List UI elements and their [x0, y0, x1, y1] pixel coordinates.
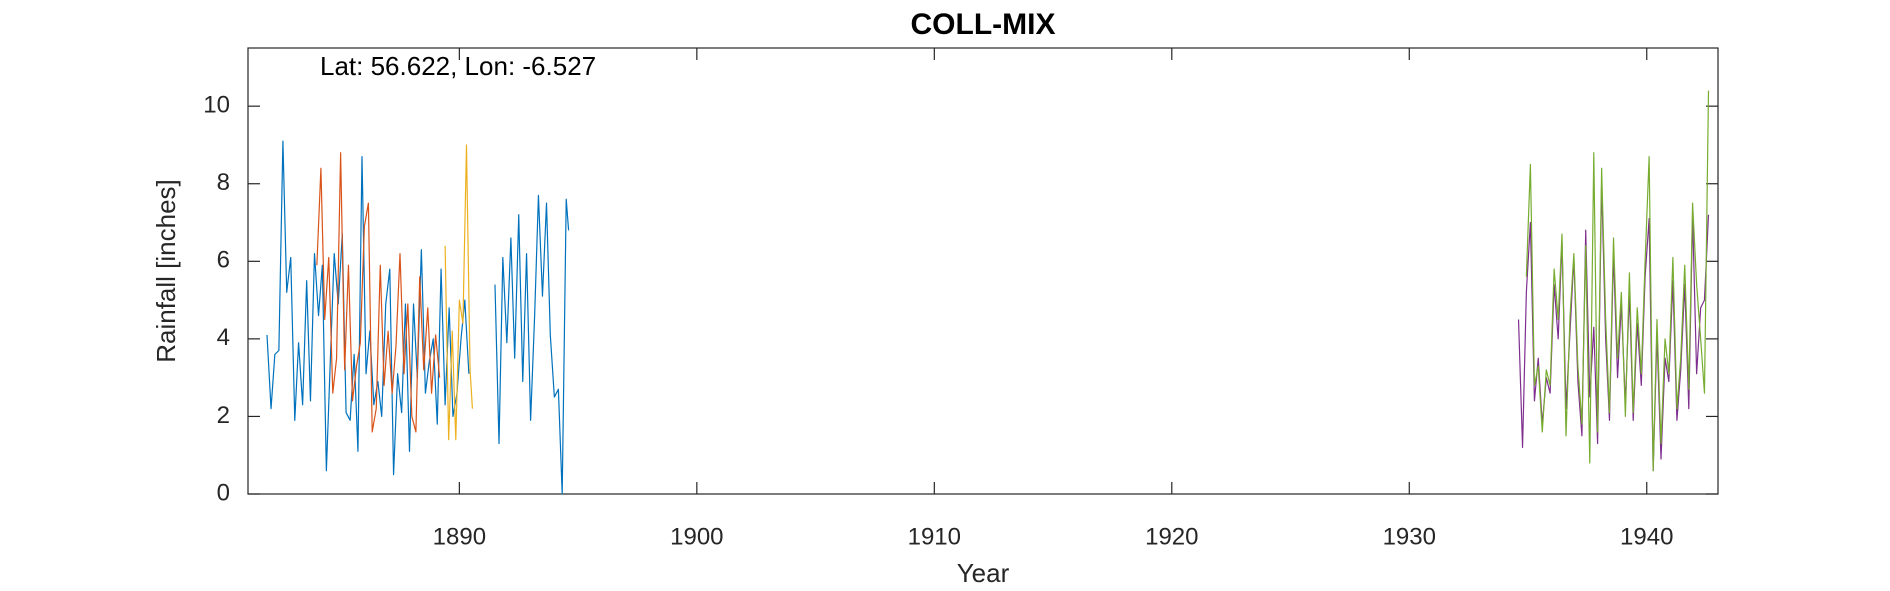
y-tick-label: 8 [217, 169, 230, 196]
x-tick-label: 1940 [1620, 523, 1673, 550]
y-tick-label: 10 [203, 92, 230, 119]
x-tick-label: 1910 [908, 523, 961, 550]
x-axis-label: Year [957, 558, 1010, 588]
y-tick-label: 4 [217, 324, 230, 351]
annotation: Lat: 56.622, Lon: -6.527 [320, 51, 596, 81]
series-line [266, 140, 570, 495]
series-line [444, 144, 474, 441]
x-tick-label: 1930 [1383, 523, 1436, 550]
x-tick-label: 1890 [433, 523, 486, 550]
series-line [316, 152, 441, 433]
x-tick-label: 1920 [1145, 523, 1198, 550]
y-axis-label: Rainfall [inches] [151, 179, 181, 363]
y-tick-label: 2 [217, 402, 230, 429]
chart-title: COLL-MIX [911, 8, 1056, 41]
series-line [1525, 90, 1710, 472]
x-tick-label: 1900 [670, 523, 723, 550]
axes-box [247, 47, 1719, 495]
y-tick-label: 6 [217, 247, 230, 274]
y-tick-label: 0 [217, 479, 230, 506]
